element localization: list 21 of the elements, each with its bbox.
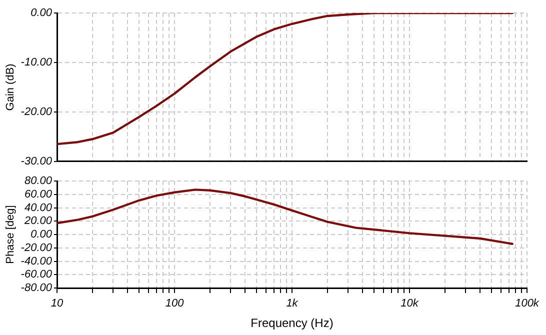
y-tick-label: -10.00 (20, 56, 53, 69)
y-tick-label: -20.00 (20, 106, 53, 118)
y-tick-label: -40.00 (20, 255, 53, 268)
x-tick-label: 100 (165, 298, 185, 310)
y-tick-label: -20.00 (20, 242, 53, 254)
y-tick-label: -80.00 (20, 282, 53, 294)
x-tick-label: 10 (50, 298, 64, 310)
x-tick-label: 10k (400, 298, 419, 310)
y-tick-label: 0.00 (30, 7, 53, 20)
y-tick-label: 40.00 (24, 202, 53, 214)
x-tick-label: 1k (286, 298, 298, 310)
y-tick-label: 80.00 (24, 175, 53, 188)
y-tick-label: 60.00 (24, 188, 53, 200)
x-tick-label: 100k (515, 298, 540, 310)
y-tick-label: -30.00 (20, 155, 53, 168)
x-axis-title: Frequency (Hz) (250, 316, 334, 330)
y-tick-label: 20.00 (23, 215, 53, 228)
y-axis-title: Phase [deg] (4, 205, 17, 264)
y-tick-label: 0.00 (30, 228, 53, 241)
y-axis-title: Gain (dB) (4, 64, 17, 111)
y-tick-label: -60.00 (20, 268, 53, 281)
